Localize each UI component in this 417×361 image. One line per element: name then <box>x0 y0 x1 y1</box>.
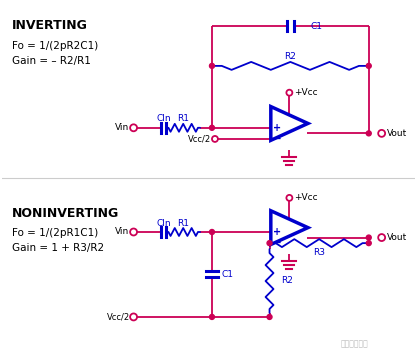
Text: −: − <box>272 238 281 248</box>
Text: 张飞实战电子: 张飞实战电子 <box>341 340 369 349</box>
Circle shape <box>366 64 371 68</box>
Text: INVERTING: INVERTING <box>12 19 88 32</box>
Text: CIn: CIn <box>156 218 171 227</box>
Text: Vin: Vin <box>116 227 130 236</box>
Text: −: − <box>272 134 281 144</box>
Text: Vin: Vin <box>116 123 130 132</box>
Text: +: + <box>273 227 281 237</box>
Text: R1: R1 <box>177 218 189 227</box>
Text: R2: R2 <box>284 52 296 61</box>
Text: C1: C1 <box>222 270 234 279</box>
Circle shape <box>209 314 214 319</box>
Circle shape <box>366 241 371 245</box>
Circle shape <box>366 235 371 240</box>
Text: Fo = 1/(2pR1C1): Fo = 1/(2pR1C1) <box>12 228 98 238</box>
Text: +Vcc: +Vcc <box>294 193 318 203</box>
Text: R2: R2 <box>281 275 293 284</box>
Text: Gain = – R2/R1: Gain = – R2/R1 <box>12 56 90 66</box>
Text: Fo = 1/(2pR2C1): Fo = 1/(2pR2C1) <box>12 41 98 51</box>
Circle shape <box>209 64 214 68</box>
Text: +Vcc: +Vcc <box>294 88 318 97</box>
Text: Gain = 1 + R3/R2: Gain = 1 + R3/R2 <box>12 243 104 252</box>
Text: CIn: CIn <box>156 114 171 123</box>
Text: R1: R1 <box>177 114 189 123</box>
Circle shape <box>209 125 214 130</box>
Circle shape <box>267 241 272 245</box>
Text: Vout: Vout <box>387 129 407 138</box>
Text: NONINVERTING: NONINVERTING <box>12 207 119 220</box>
Text: Vcc/2: Vcc/2 <box>188 134 211 143</box>
Circle shape <box>267 314 272 319</box>
Circle shape <box>209 230 214 235</box>
Polygon shape <box>271 106 308 140</box>
Text: Vcc/2: Vcc/2 <box>106 312 130 321</box>
Circle shape <box>366 131 371 136</box>
Text: +: + <box>273 123 281 133</box>
Polygon shape <box>271 211 308 244</box>
Text: C1: C1 <box>310 22 322 31</box>
Text: R3: R3 <box>313 248 325 257</box>
Text: Vout: Vout <box>387 233 407 242</box>
